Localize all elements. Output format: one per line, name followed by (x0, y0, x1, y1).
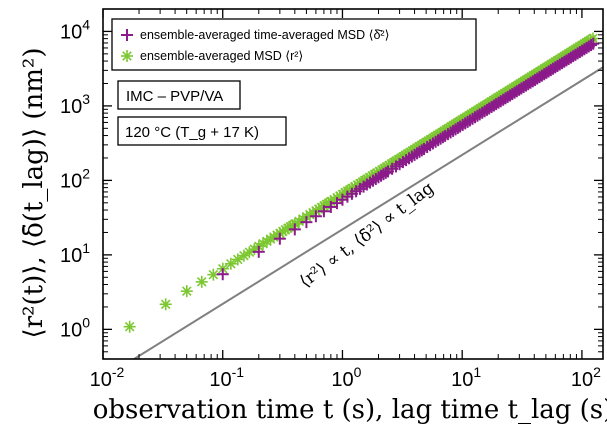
data-point-msd (195, 275, 208, 288)
data-point-tamsd (300, 216, 313, 229)
x-tick-label: 101 (451, 364, 481, 391)
x-tick-label: 10-2 (90, 364, 125, 391)
series-layer (123, 32, 600, 333)
legend-asterisk-mark (121, 50, 133, 62)
legend-entry-msd: ensemble-averaged MSD ⟨r²⟩ (140, 49, 303, 63)
data-point-tamsd (585, 39, 598, 52)
data-point-tamsd (309, 210, 322, 223)
data-point-msd (224, 257, 237, 270)
data-point-tamsd (273, 232, 286, 245)
x-tick-label: 100 (331, 364, 361, 391)
scaling-annotation: ⟨r²⟩ ∝ t, ⟨δ̄²⟩ ∝ t_lag (296, 178, 438, 292)
reference-line (132, 66, 603, 359)
data-point-tamsd (252, 245, 265, 258)
legend: ensemble-averaged time-averaged MSD ⟨δ̄²… (111, 18, 477, 71)
material-box (117, 80, 241, 110)
legend-marker-plus (121, 29, 133, 41)
x-axis-title: observation time t (s), lag time t_lag (… (93, 395, 607, 425)
temperature-label: 120 °C (T_g + 17 K) (125, 124, 259, 141)
x-tick-label: 10-1 (209, 364, 244, 391)
y-tick-label: 102 (60, 165, 90, 192)
x-tick-label: 102 (571, 364, 601, 391)
material-annotation: IMC – PVP/VA (117, 80, 241, 110)
y-tick-label: 101 (60, 240, 90, 267)
data-point-tamsd (587, 37, 600, 50)
material-label: IMC – PVP/VA (126, 88, 223, 105)
tick-layer: 10-2 10-1 100 101 102 100 101 102 103 104 (60, 9, 603, 391)
reference-line-layer (132, 66, 603, 359)
legend-plus-mark (121, 29, 133, 41)
data-point-msd (123, 320, 136, 333)
temperature-box (117, 116, 287, 146)
data-point-msd (159, 298, 172, 311)
data-point-tamsd (379, 166, 392, 179)
temperature-annotation: 120 °C (T_g + 17 K) (117, 116, 287, 146)
data-point-msd (180, 285, 193, 298)
y-axis-title: ⟨r²(t)⟩, ⟨δ̄(t_lag)⟩ (nm²) (19, 48, 49, 339)
data-point-tamsd (317, 205, 330, 218)
y-tick-label: 104 (60, 16, 90, 43)
data-point-msd (231, 253, 244, 266)
legend-entry-tamsd: ensemble-averaged time-averaged MSD ⟨δ̄²… (140, 28, 389, 42)
data-point-tamsd (324, 200, 337, 213)
data-point-tamsd (288, 223, 301, 236)
data-point-msd (237, 249, 250, 262)
series-tamsd (216, 37, 600, 281)
data-point-tamsd (216, 268, 229, 281)
legend-box (111, 18, 477, 71)
y-tick-label: 103 (60, 91, 90, 118)
series-msd (123, 32, 599, 333)
y-tick-label: 100 (60, 314, 90, 341)
legend-marker-asterisk (121, 50, 133, 62)
